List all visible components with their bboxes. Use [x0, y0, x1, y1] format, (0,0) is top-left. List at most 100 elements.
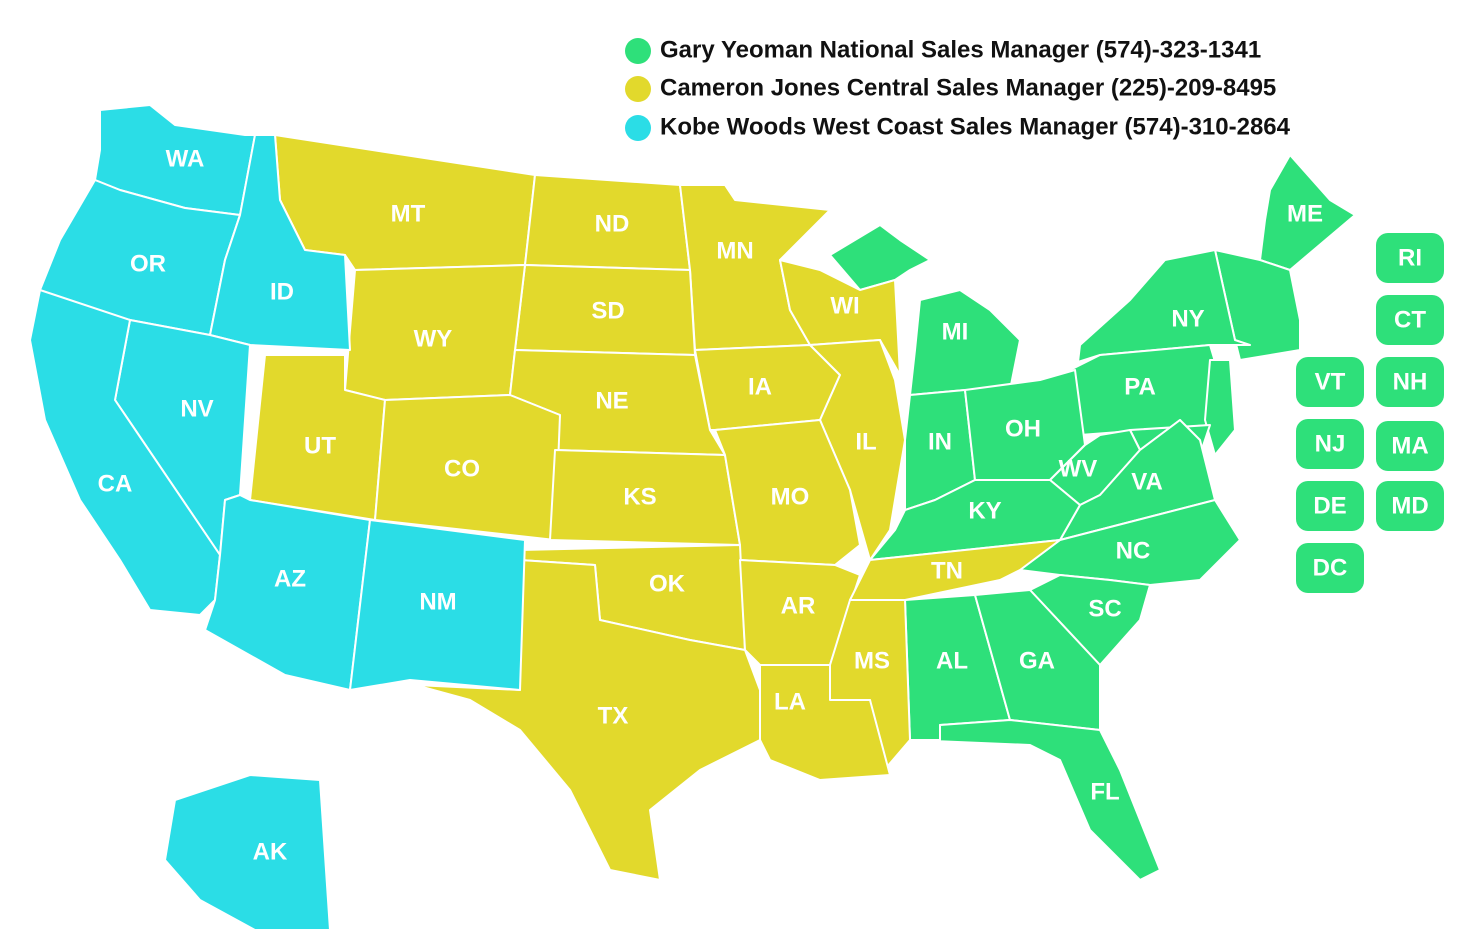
button-bg[interactable]: [1296, 419, 1364, 469]
state-label: NE: [595, 387, 628, 414]
state-shape: [1259, 154, 1356, 271]
button-bg[interactable]: [1296, 543, 1364, 593]
state-label: IN: [928, 428, 952, 455]
state-label: CO: [444, 455, 480, 482]
state-label: AL: [936, 647, 968, 674]
state-label: OR: [130, 250, 166, 277]
state-label: IL: [855, 428, 876, 455]
state: CA: [29, 289, 221, 616]
state-label: TN: [931, 557, 963, 584]
state-label: IA: [748, 373, 772, 400]
legend-label: Gary Yeoman National Sales Manager (574)…: [660, 36, 1261, 63]
button-bg[interactable]: [1296, 357, 1364, 407]
state: AK: [164, 774, 331, 931]
state-shape: [349, 519, 526, 691]
state: NM: [349, 519, 526, 691]
state-label: NM: [419, 588, 456, 615]
button-bg[interactable]: [1376, 233, 1444, 283]
state-shape: [204, 494, 371, 691]
button-bg[interactable]: [1376, 295, 1444, 345]
state-label: ND: [595, 210, 630, 237]
state: IA: [694, 344, 841, 431]
state-button[interactable]: CT: [1376, 295, 1444, 345]
button-bg[interactable]: [1376, 421, 1444, 471]
state: FL: [909, 719, 1161, 881]
state-button[interactable]: NH: [1376, 357, 1444, 407]
button-label[interactable]: RI: [1398, 244, 1422, 271]
state-label: NY: [1171, 305, 1204, 332]
state-label: WA: [166, 145, 205, 172]
state-button[interactable]: VT: [1296, 357, 1364, 407]
state-label: AK: [253, 838, 288, 865]
state-label: AR: [781, 592, 816, 619]
state: SC: [1029, 574, 1151, 666]
state: OH: [964, 369, 1086, 481]
button-bg[interactable]: [1376, 481, 1444, 531]
button-bg[interactable]: [1376, 357, 1444, 407]
state-label: LA: [774, 688, 806, 715]
state-shape: [779, 259, 901, 376]
state: GA: [974, 589, 1101, 731]
state-label: WV: [1059, 455, 1098, 482]
state-label: VA: [1131, 468, 1163, 495]
state-label: MN: [716, 237, 753, 264]
state: MT: [274, 134, 536, 271]
legend-item: Kobe Woods West Coast Sales Manager (574…: [625, 113, 1291, 141]
state-button[interactable]: NJ: [1296, 419, 1364, 469]
state-label: CA: [98, 470, 133, 497]
button-label[interactable]: DE: [1313, 492, 1346, 519]
state-label: SD: [591, 297, 624, 324]
button-label[interactable]: DC: [1313, 554, 1348, 581]
state-label: AZ: [274, 565, 306, 592]
legend-item: Gary Yeoman National Sales Manager (574)…: [625, 36, 1261, 64]
state-label: KY: [968, 497, 1001, 524]
state: NY: [1077, 249, 1251, 363]
state-label: MS: [854, 647, 890, 674]
state-label: ME: [1287, 200, 1323, 227]
button-label[interactable]: NH: [1393, 368, 1428, 395]
button-label[interactable]: CT: [1394, 306, 1426, 333]
legend-label: Kobe Woods West Coast Sales Manager (574…: [660, 113, 1291, 140]
state-label: TX: [598, 702, 629, 729]
state: ME: [1214, 154, 1356, 361]
legend-item: Cameron Jones Central Sales Manager (225…: [625, 74, 1276, 102]
state: WY: [344, 264, 526, 401]
state-label: ID: [270, 278, 294, 305]
button-bg[interactable]: [1296, 481, 1364, 531]
state-button[interactable]: MD: [1376, 481, 1444, 531]
state-label: MI: [942, 318, 969, 345]
state-shape: [909, 719, 1161, 881]
state-button[interactable]: DE: [1296, 481, 1364, 531]
state: MS: [829, 599, 911, 776]
state-label: WY: [414, 325, 453, 352]
state-shape: [974, 589, 1101, 731]
state-label: UT: [304, 432, 336, 459]
legend-swatch: [625, 76, 651, 102]
state-label: FL: [1090, 778, 1119, 805]
state-shape: [1077, 249, 1251, 363]
button-label[interactable]: MA: [1391, 432, 1428, 459]
state-label: OK: [649, 570, 686, 597]
state-shape: [29, 289, 221, 616]
state: MI: [829, 224, 1021, 396]
state-shape: [829, 224, 931, 291]
state-label: MO: [771, 483, 810, 510]
button-label[interactable]: NJ: [1315, 430, 1346, 457]
state-button[interactable]: MA: [1376, 421, 1444, 471]
state-label: PA: [1124, 373, 1156, 400]
state-shape: [209, 134, 351, 351]
state: KS: [549, 449, 741, 546]
legend-swatch: [625, 38, 651, 64]
state: ID: [209, 134, 351, 351]
state-button[interactable]: DC: [1296, 543, 1364, 593]
state: CO: [374, 394, 561, 541]
state-button[interactable]: RI: [1376, 233, 1444, 283]
state-shape: [414, 559, 761, 881]
button-label[interactable]: VT: [1315, 368, 1346, 395]
button-label[interactable]: MD: [1391, 492, 1428, 519]
state-label: KS: [623, 483, 656, 510]
state-label: SC: [1088, 595, 1121, 622]
state: WA: [94, 104, 256, 216]
